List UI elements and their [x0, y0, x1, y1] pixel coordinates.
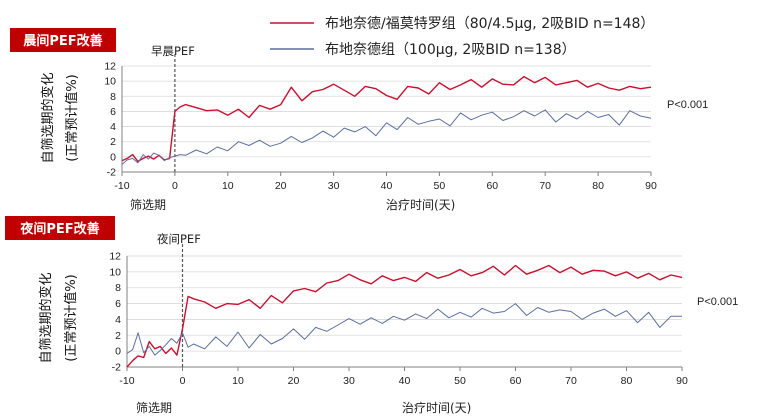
- evening-xtick-label: 50: [454, 375, 466, 387]
- morning-ytick-label: 10: [104, 76, 116, 88]
- morning-xtick-label: 70: [539, 180, 551, 192]
- morning-marker-label: 早晨PEF: [151, 44, 195, 58]
- morning-pef-panel: 晨间PEF改善 自筛选期的变化 (正常预计值%) 早晨PEF 筛选期 治疗时间(…: [10, 28, 708, 212]
- evening-xlabel: 治疗时间(天): [402, 401, 471, 415]
- morning-ytick-label: 0: [110, 151, 116, 163]
- evening-badge: [5, 216, 115, 240]
- evening-ytick-label: 0: [115, 346, 121, 358]
- evening-marker-label: 夜间PEF: [157, 232, 201, 246]
- evening-line-series-a: [126, 264, 683, 368]
- evening-xtick-label: 70: [565, 375, 577, 387]
- morning-xtick-label: -10: [114, 180, 129, 192]
- evening-xtick-label: 10: [232, 375, 244, 387]
- evening-xtick-label: 60: [510, 375, 522, 387]
- evening-line-series-b: [126, 303, 682, 356]
- morning-xtick-label: 40: [381, 180, 393, 192]
- morning-xtick-label: 60: [486, 180, 498, 192]
- morning-xtick-label: 10: [222, 180, 234, 192]
- morning-xtick-label: 20: [275, 180, 287, 192]
- evening-ytick-label: 2: [115, 330, 121, 342]
- evening-xtick-label: 30: [343, 375, 355, 387]
- morning-ytick-label: 12: [104, 61, 116, 73]
- morning-ytick-label: -2: [107, 167, 116, 179]
- evening-ytick-label: 10: [109, 266, 121, 278]
- evening-xtick-label: 40: [399, 375, 411, 387]
- evening-screening-label: 筛选期: [136, 400, 172, 415]
- morning-badge-label: 晨间PEF改善: [23, 33, 102, 49]
- evening-ylabel-line1: 自筛选期的变化: [38, 272, 54, 363]
- evening-pvalue: P<0.001: [697, 296, 738, 308]
- evening-xtick-label: -10: [119, 375, 134, 387]
- evening-xtick-label: 80: [621, 375, 633, 387]
- morning-ytick-label: 8: [110, 91, 116, 103]
- morning-xtick-label: 80: [592, 180, 604, 192]
- morning-line-series-a: [121, 75, 652, 163]
- morning-screening-label: 筛选期: [130, 197, 166, 212]
- morning-ylabel-line2: (正常预计值%): [64, 74, 80, 162]
- morning-ytick-label: 6: [110, 106, 116, 118]
- evening-ytick-label: 4: [115, 314, 121, 326]
- evening-xtick-label: 0: [180, 375, 186, 387]
- morning-line-series-b: [121, 109, 652, 165]
- morning-xtick-label: 90: [645, 180, 657, 192]
- morning-xtick-label: 0: [172, 180, 178, 192]
- evening-ytick-label: 12: [109, 251, 121, 263]
- morning-badge: [10, 28, 116, 52]
- morning-xtick-label: 30: [328, 180, 340, 192]
- morning-ylabel-line1: 自筛选期的变化: [40, 72, 56, 163]
- morning-pvalue: P<0.001: [667, 99, 708, 111]
- evening-plot: -2 0 2 4 6 8 10 12 -10 0 10 20 30 40 50 60 70 80 90: [109, 244, 688, 387]
- morning-ytick-label: 4: [110, 121, 116, 133]
- evening-ytick-label: 8: [115, 282, 121, 294]
- morning-xtick-label: 50: [434, 180, 446, 192]
- legend-label-series-b: 布地奈德组（100μg, 2吸BID n=138）: [325, 42, 576, 58]
- evening-pef-panel: 夜间PEF改善 自筛选期的变化 (正常预计值%) 夜间PEF 筛选期 治疗时间(…: [5, 216, 738, 415]
- morning-ytick-label: 2: [110, 136, 116, 148]
- legend: 布地奈德/福莫特罗组（80/4.5μg, 2吸BID n=148） 布地奈德组（…: [270, 16, 654, 58]
- legend-label-series-a: 布地奈德/福莫特罗组（80/4.5μg, 2吸BID n=148）: [325, 16, 654, 32]
- evening-ytick-label: 6: [115, 298, 121, 310]
- evening-badge-label: 夜间PEF改善: [19, 221, 99, 237]
- morning-plot: -2 0 2 4 6 8 10 12 -10 0 10 20 30 40 50 60 70 80 90: [104, 54, 657, 192]
- morning-xlabel: 治疗时间(天): [386, 198, 455, 212]
- evening-ytick-label: -2: [112, 362, 121, 374]
- evening-xtick-label: 90: [676, 375, 688, 387]
- evening-ylabel-line2: (正常预计值%): [63, 274, 79, 362]
- evening-xtick-label: 20: [288, 375, 300, 387]
